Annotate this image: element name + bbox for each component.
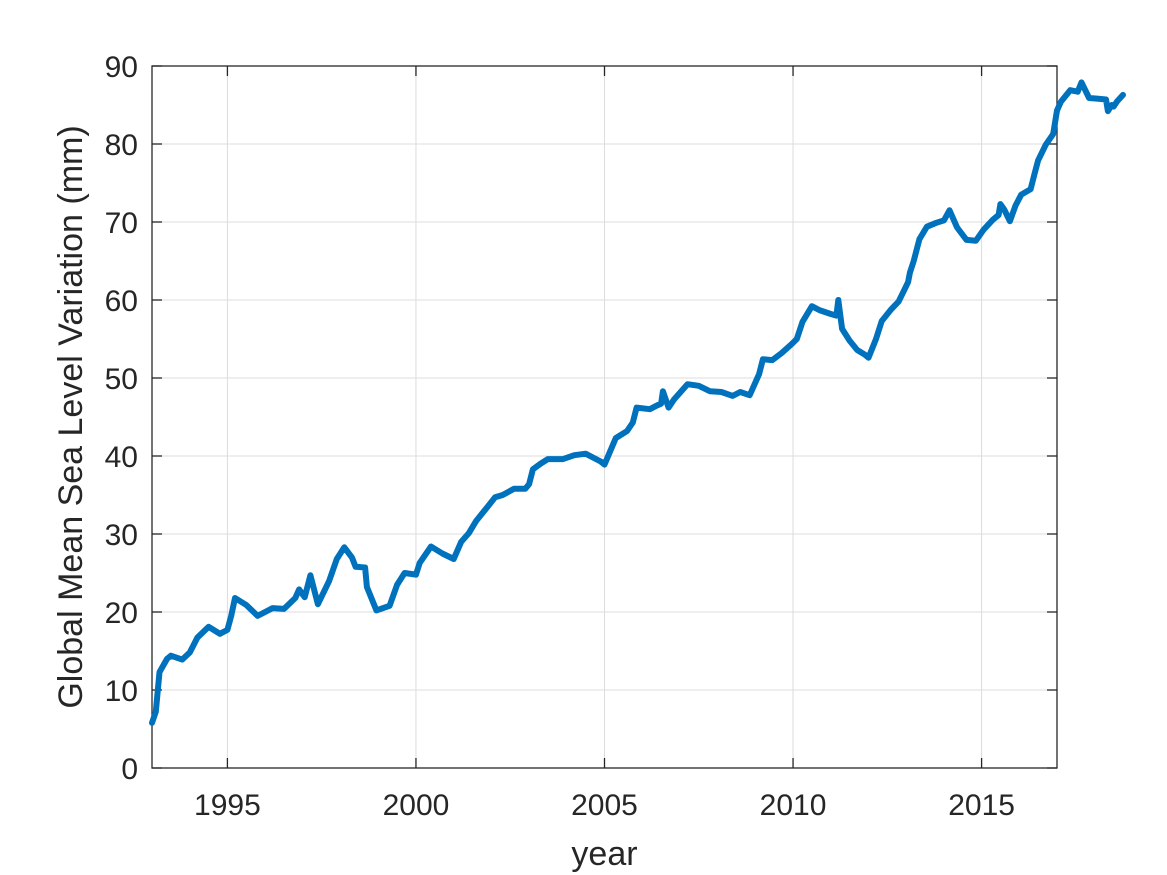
axis-tick-labels: 1995 2000 2005 2010 2015 0 10 20 30 40 50 60 70 80 90 — [105, 51, 1015, 822]
x-tick-label: 1995 — [194, 789, 261, 822]
x-tick-label: 2000 — [383, 789, 450, 822]
y-tick-label: 80 — [105, 129, 138, 162]
x-tick-label: 2005 — [571, 789, 638, 822]
sea-level-line — [149, 79, 1126, 726]
x-axis-label: year — [571, 835, 637, 873]
y-axis-label: Global Mean Sea Level Variation (mm) — [52, 125, 90, 708]
y-tick-label: 20 — [105, 597, 138, 630]
data-series — [149, 79, 1126, 726]
y-tick-label: 0 — [121, 753, 138, 786]
y-tick-label: 50 — [105, 363, 138, 396]
y-tick-label: 70 — [105, 207, 138, 240]
y-tick-label: 10 — [105, 675, 138, 708]
y-tick-label: 60 — [105, 285, 138, 318]
x-tick-label: 2015 — [948, 789, 1015, 822]
x-tick-label: 2010 — [760, 789, 827, 822]
y-tick-label: 90 — [105, 51, 138, 84]
y-tick-label: 40 — [105, 441, 138, 474]
y-tick-label: 30 — [105, 519, 138, 552]
